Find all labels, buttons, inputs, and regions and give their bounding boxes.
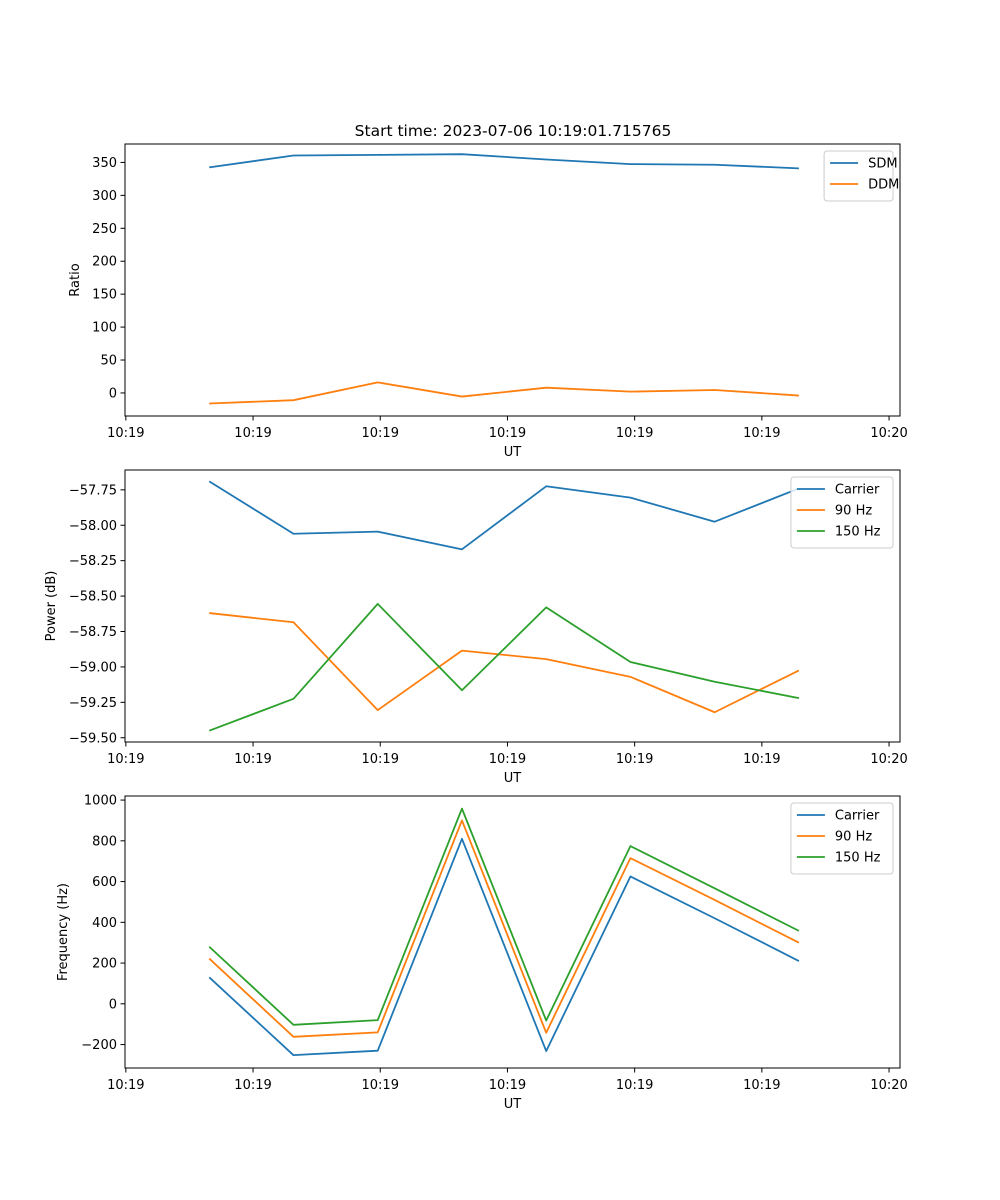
x-tick-label: 10:19 [362, 426, 399, 441]
x-tick-label: 10:20 [870, 752, 907, 767]
y-axis-label: Ratio [68, 263, 83, 296]
axes-frame [124, 795, 901, 1069]
legend-label: Carrier [835, 483, 880, 498]
y-tick-label: 100 [92, 321, 117, 336]
chart-title: Start time: 2023-07-06 10:19:01.715765 [355, 122, 672, 140]
legend-label: SDM [868, 157, 897, 172]
legend-label: DDM [868, 178, 899, 193]
legend-label: 150 Hz [835, 851, 881, 866]
x-tick-label: 10:19 [362, 1078, 399, 1093]
x-tick-label: 10:19 [234, 1078, 271, 1093]
chart-panel-2: 10:19 10:19 10:19 10:19 10:19 10:19 10:20 −57.7… [44, 469, 908, 786]
y-tick-label: 400 [92, 916, 117, 931]
x-tick-label: 10:19 [234, 752, 271, 767]
series-line-carrier [208, 837, 800, 1057]
x-tick-label: 10:19 [107, 426, 144, 441]
y-tick-label: 0 [109, 997, 117, 1012]
axes-frame [124, 469, 901, 743]
series-line-90-hz [209, 612, 800, 714]
series-line-150-hz [208, 807, 800, 1026]
x-tick-label: 10:19 [234, 426, 271, 441]
series-line-ddm [209, 381, 799, 405]
series-line-carrier [208, 480, 800, 551]
x-tick-label: 10:19 [489, 752, 526, 767]
axes-frame [124, 143, 901, 417]
y-tick-label: −59.00 [69, 660, 117, 675]
y-tick-label: −59.50 [69, 731, 117, 746]
y-tick-label: 800 [92, 834, 117, 849]
x-axis-label: UT [504, 445, 522, 460]
legend-label: 90 Hz [835, 830, 872, 845]
y-tick-label: 0 [109, 386, 117, 401]
chart-panel-3: 10:19 10:19 10:19 10:19 10:19 10:19 10:20 1000 8… [56, 794, 908, 1112]
y-tick-label: 250 [92, 222, 117, 237]
legend-label: 90 Hz [835, 504, 872, 519]
x-tick-label: 10:19 [743, 426, 780, 441]
y-tick-label: 1000 [84, 794, 117, 809]
x-axis-label: UT [504, 1097, 522, 1112]
legend-label: Carrier [835, 809, 880, 824]
y-tick-label: −58.25 [69, 554, 117, 569]
x-tick-label: 10:19 [489, 1078, 526, 1093]
x-tick-label: 10:19 [616, 752, 653, 767]
x-tick-label: 10:19 [743, 752, 780, 767]
y-tick-label: −58.00 [69, 519, 117, 534]
x-tick-label: 10:19 [743, 1078, 780, 1093]
panels: 10:19 10:19 10:19 10:19 10:19 10:19 10:20 0 50 10… [44, 143, 908, 1112]
y-tick-label: −57.75 [69, 483, 117, 498]
chart-panel-1: 10:19 10:19 10:19 10:19 10:19 10:19 10:20 0 50 10… [68, 143, 908, 460]
x-tick-label: 10:19 [362, 752, 399, 767]
y-tick-label: 200 [92, 255, 117, 270]
series-line-90-hz [208, 819, 800, 1038]
x-tick-label: 10:19 [616, 1078, 653, 1093]
y-tick-label: 150 [92, 288, 117, 303]
y-tick-label: 200 [92, 957, 117, 972]
series-line-sdm [209, 153, 799, 170]
y-axis-label: Frequency (Hz) [56, 883, 71, 981]
legend: Carrier 90 Hz 150 Hz [790, 802, 894, 875]
x-tick-label: 10:19 [489, 426, 526, 441]
x-tick-label: 10:20 [870, 426, 907, 441]
x-axis-label: UT [504, 771, 522, 786]
legend: SDM DDM [823, 150, 899, 202]
x-tick-label: 10:20 [870, 1078, 907, 1093]
y-tick-label: −59.25 [69, 696, 117, 711]
y-tick-label: 600 [92, 875, 117, 890]
y-tick-label: 300 [92, 189, 117, 204]
y-tick-label: −58.75 [69, 625, 117, 640]
y-tick-label: 350 [92, 156, 117, 171]
x-tick-label: 10:19 [616, 426, 653, 441]
legend-label: 150 Hz [835, 525, 881, 540]
x-tick-label: 10:19 [107, 752, 144, 767]
y-tick-label: −200 [81, 1038, 117, 1053]
x-tick-label: 10:19 [107, 1078, 144, 1093]
legend: Carrier 90 Hz 150 Hz [790, 476, 894, 549]
y-tick-label: −58.50 [69, 590, 117, 605]
series-line-150-hz [208, 602, 800, 732]
y-axis-label: Power (dB) [44, 571, 59, 642]
y-tick-label: 50 [100, 354, 117, 369]
